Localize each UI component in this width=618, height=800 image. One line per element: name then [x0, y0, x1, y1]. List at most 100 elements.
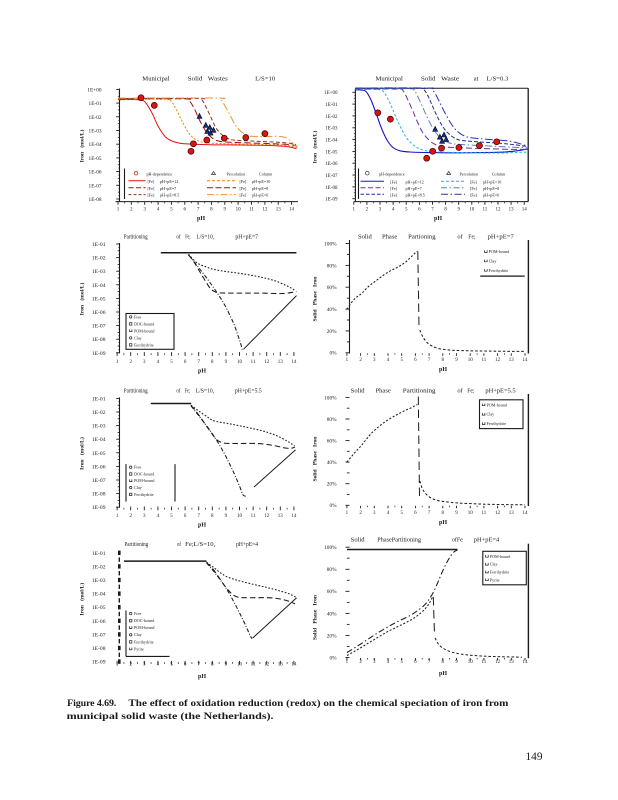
svg-text:3: 3 — [379, 208, 382, 213]
svg-text:Pyrite: Pyrite — [134, 646, 144, 651]
svg-text:[Fe]: [Fe] — [240, 186, 247, 191]
svg-text:5: 5 — [400, 660, 403, 665]
svg-text:14: 14 — [523, 358, 529, 363]
svg-text:1E-06: 1E-06 — [92, 310, 106, 316]
svg-text:1E-09: 1E-09 — [92, 505, 106, 511]
svg-text:1E-02: 1E-02 — [325, 115, 338, 120]
svg-text:14: 14 — [291, 360, 297, 365]
svg-text:3: 3 — [373, 511, 376, 516]
svg-text:Ferrihydrite: Ferrihydrite — [489, 268, 509, 273]
svg-text:Fe;: Fe; — [185, 387, 191, 394]
svg-text:1E-07: 1E-07 — [325, 174, 338, 179]
svg-text:10: 10 — [237, 360, 243, 365]
svg-text:Solid Phase Iron: Solid Phase Iron — [313, 436, 319, 482]
svg-text:1E-07: 1E-07 — [92, 324, 106, 330]
svg-text:3: 3 — [143, 208, 146, 213]
svg-text:10: 10 — [468, 511, 474, 516]
svg-text:4: 4 — [157, 514, 160, 519]
svg-text:1: 1 — [346, 511, 349, 516]
svg-text:Column: Column — [492, 171, 505, 176]
svg-text:14: 14 — [291, 514, 297, 519]
svg-text:11: 11 — [251, 514, 256, 519]
svg-text:2: 2 — [359, 660, 362, 665]
svg-text:6: 6 — [184, 208, 187, 213]
svg-text:1E-02: 1E-02 — [92, 564, 106, 570]
svg-text:7: 7 — [197, 360, 200, 365]
svg-text:20%: 20% — [327, 329, 337, 335]
svg-text:Free: Free — [134, 465, 141, 470]
svg-text:Solid: Solid — [351, 387, 366, 394]
svg-text:1E-01: 1E-01 — [92, 396, 106, 402]
svg-text:6: 6 — [414, 358, 417, 363]
svg-text:1E-09: 1E-09 — [92, 351, 106, 357]
svg-text:Percolation: Percolation — [460, 171, 479, 176]
svg-text:Wastes: Wastes — [208, 76, 229, 83]
svg-text:9: 9 — [455, 511, 458, 516]
svg-text:40%: 40% — [327, 611, 337, 617]
svg-text:pH: pH — [434, 216, 442, 222]
svg-text:1E-04: 1E-04 — [325, 139, 338, 144]
svg-text:1E-01: 1E-01 — [325, 103, 338, 108]
svg-text:pH+pE=8.5: pH+pE=8.5 — [160, 193, 179, 198]
svg-text:10: 10 — [237, 514, 243, 519]
svg-text:12: 12 — [262, 208, 268, 213]
svg-text:Partitioning: Partitioning — [125, 541, 149, 548]
svg-text:1: 1 — [346, 660, 349, 665]
svg-text:1E-06: 1E-06 — [92, 464, 106, 470]
svg-text:12: 12 — [264, 360, 270, 365]
svg-text:Percolation: Percolation — [227, 171, 246, 176]
svg-text:Clay: Clay — [487, 412, 496, 417]
svg-text:1E-03: 1E-03 — [89, 129, 102, 135]
svg-text:Ferrihydrite: Ferrihydrite — [134, 492, 154, 497]
svg-text:2: 2 — [129, 514, 132, 519]
svg-text:1E-05: 1E-05 — [92, 451, 106, 457]
svg-text:13: 13 — [276, 208, 282, 213]
svg-text:2: 2 — [129, 662, 132, 667]
svg-text:Ferrihydrite: Ferrihydrite — [134, 342, 154, 347]
svg-text:12: 12 — [264, 662, 270, 667]
svg-text:pH+pE=12: pH+pE=12 — [160, 179, 178, 184]
svg-text:DOC-bound: DOC-bound — [134, 321, 154, 326]
svg-text:1E-04: 1E-04 — [92, 592, 106, 598]
svg-text:3: 3 — [373, 660, 376, 665]
svg-text:1E-06: 1E-06 — [325, 162, 338, 167]
svg-text:12: 12 — [496, 208, 502, 213]
svg-text:1: 1 — [116, 514, 119, 519]
svg-text:3: 3 — [143, 514, 146, 519]
svg-text:POM-bound: POM-bound — [134, 328, 154, 333]
svg-text:Solid: Solid — [188, 76, 203, 83]
svg-text:pH+pE=10: pH+pE=10 — [252, 179, 270, 184]
svg-text:13: 13 — [278, 514, 284, 519]
svg-text:The effect of oxidation reduct: The effect of oxidation reduction (redox… — [128, 698, 509, 708]
svg-text:Free: Free — [134, 314, 141, 319]
svg-text:Partitioning: Partitioning — [124, 387, 148, 394]
svg-text:pH: pH — [198, 674, 206, 680]
svg-text:80%: 80% — [327, 263, 337, 269]
svg-text:of: of — [176, 234, 181, 241]
svg-text:1E-04: 1E-04 — [92, 437, 106, 443]
svg-text:Municipal: Municipal — [142, 76, 169, 83]
svg-text:Iron (mol/L): Iron (mol/L) — [79, 437, 86, 470]
svg-text:1E-08: 1E-08 — [92, 337, 106, 343]
svg-text:9: 9 — [225, 662, 228, 667]
svg-text:8: 8 — [442, 660, 445, 665]
svg-text:POM-bound: POM-bound — [489, 249, 509, 254]
svg-text:11: 11 — [481, 511, 486, 516]
svg-text:1E-05: 1E-05 — [325, 150, 338, 155]
svg-text:10: 10 — [468, 358, 474, 363]
svg-text:1E-01: 1E-01 — [92, 551, 106, 557]
svg-text:[Fe]: [Fe] — [470, 179, 477, 184]
svg-text:9: 9 — [455, 660, 458, 665]
svg-text:1E-03: 1E-03 — [325, 127, 338, 132]
svg-text:11: 11 — [249, 208, 254, 213]
svg-text:14: 14 — [523, 511, 529, 516]
svg-text:149: 149 — [526, 749, 543, 763]
svg-text:13: 13 — [278, 662, 284, 667]
svg-text:4: 4 — [387, 660, 390, 665]
svg-text:DOC-bound: DOC-bound — [134, 618, 154, 623]
svg-text:1E-03: 1E-03 — [92, 269, 106, 275]
svg-text:13: 13 — [509, 358, 515, 363]
svg-text:10: 10 — [469, 208, 475, 213]
svg-text:municipal solid waste (the Net: municipal solid waste (the Netherlands). — [67, 711, 274, 721]
svg-text:1: 1 — [353, 208, 356, 213]
